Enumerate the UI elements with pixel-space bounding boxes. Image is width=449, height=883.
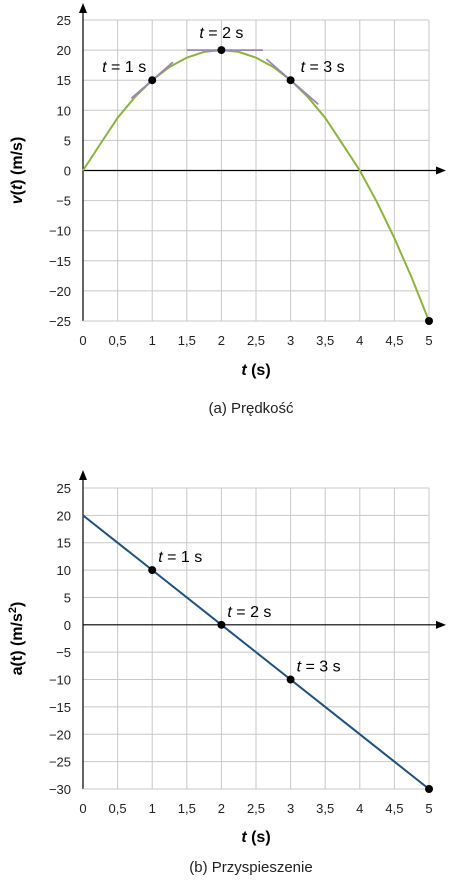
y-axis-arrow bbox=[79, 3, 87, 13]
y-tick-label: −5 bbox=[56, 194, 71, 209]
chart-caption: (a) Prędkość bbox=[208, 400, 294, 417]
x-tick-label: 5 bbox=[425, 333, 432, 348]
y-tick-label: 15 bbox=[57, 536, 71, 551]
y-tick-label: −20 bbox=[49, 284, 71, 299]
y-tick-label: −5 bbox=[56, 645, 71, 660]
data-point bbox=[217, 620, 226, 629]
y-axis-label: v(t) (m/s) bbox=[9, 137, 26, 205]
x-tick-label: 0,5 bbox=[109, 333, 127, 348]
point-annotation: t = 2 s bbox=[199, 25, 243, 42]
x-axis-label-var: t bbox=[241, 829, 247, 846]
y-tick-label: 0 bbox=[64, 618, 71, 633]
y-axis-arrow bbox=[79, 470, 87, 480]
data-point bbox=[148, 566, 157, 575]
point-annotation: t = 1 s bbox=[158, 549, 202, 566]
y-tick-label: −15 bbox=[49, 700, 71, 715]
series-line bbox=[82, 514, 430, 790]
x-axis-arrow bbox=[436, 166, 446, 175]
x-axis-label: t (s) bbox=[241, 829, 270, 846]
y-tick-label: 25 bbox=[57, 13, 71, 28]
y-axis-label-end: ) bbox=[9, 602, 26, 607]
x-tick-label: 4 bbox=[356, 333, 363, 348]
point-annotation-var: t bbox=[102, 59, 107, 76]
point-annotation: t = 2 s bbox=[227, 604, 271, 621]
point-annotation-var: t bbox=[158, 549, 163, 566]
x-axis-label-var: t bbox=[241, 362, 247, 379]
point-annotation-text: = 3 s bbox=[305, 59, 345, 76]
point-annotation-text: = 2 s bbox=[204, 25, 244, 42]
y-axis-label-fn: v bbox=[9, 194, 26, 204]
x-tick-label: 2 bbox=[218, 801, 225, 816]
point-annotation-text: = 3 s bbox=[301, 659, 341, 676]
point-annotation-var: t bbox=[199, 25, 204, 42]
y-axis-label-unit: ) (m/s) bbox=[9, 137, 26, 185]
x-tick-label: 3,5 bbox=[316, 801, 334, 816]
point-annotation-var: t bbox=[227, 604, 232, 621]
y-tick-label: 15 bbox=[57, 73, 71, 88]
x-tick-label: 1 bbox=[149, 801, 156, 816]
y-tick-label: 20 bbox=[57, 43, 71, 58]
x-tick-label: 4 bbox=[356, 801, 363, 816]
y-tick-label: −25 bbox=[49, 314, 71, 329]
y-tick-label: 5 bbox=[64, 133, 71, 148]
x-tick-label: 0,5 bbox=[109, 801, 127, 816]
y-tick-label: 25 bbox=[57, 481, 71, 496]
x-axis-label: t (s) bbox=[241, 362, 270, 379]
data-point bbox=[425, 785, 433, 793]
x-axis-label-unit: (s) bbox=[247, 829, 271, 846]
x-tick-label: 1,5 bbox=[178, 333, 196, 348]
chart-acceleration: 0 0,5 1 1,5 2 2,5 3 3,5 4 4,5 5 −30 −25 −20 −15 −10 −5 0 5… bbox=[7, 470, 446, 876]
x-tick-label: 2,5 bbox=[247, 801, 265, 816]
chart-caption: (b) Przyspieszenie bbox=[189, 859, 312, 876]
x-tick-label: 0 bbox=[79, 333, 86, 348]
y-tick-label: 10 bbox=[57, 563, 71, 578]
point-annotation-text: = 1 s bbox=[107, 59, 147, 76]
point-annotation: t = 3 s bbox=[297, 659, 341, 676]
y-tick-label: −15 bbox=[49, 254, 71, 269]
x-tick-label: 5 bbox=[425, 801, 432, 816]
point-annotation: t = 1 s bbox=[102, 59, 146, 76]
x-tick-label: 3 bbox=[287, 801, 294, 816]
point-annotation-var: t bbox=[297, 659, 302, 676]
x-axis-label-unit: (s) bbox=[247, 362, 271, 379]
y-tick-label: −10 bbox=[49, 673, 71, 688]
point-annotation-text: = 2 s bbox=[232, 604, 272, 621]
y-tick-label: 5 bbox=[64, 590, 71, 605]
y-tick-label: −25 bbox=[49, 755, 71, 770]
x-tick-label: 0 bbox=[79, 801, 86, 816]
data-point bbox=[217, 46, 226, 55]
point-annotation-text: = 1 s bbox=[163, 549, 203, 566]
chart-velocity: 0 0,5 1 1,5 2 2,5 3 3,5 4 4,5 5 −25 −20 −15 −10 −5 0 5 10 1… bbox=[9, 3, 446, 417]
y-axis-label-sup: 2 bbox=[7, 607, 19, 613]
data-point bbox=[286, 675, 295, 684]
data-point bbox=[148, 76, 157, 85]
data-point bbox=[425, 317, 433, 325]
point-annotation: t = 3 s bbox=[301, 59, 345, 76]
y-tick-label: 20 bbox=[57, 508, 71, 523]
y-tick-label: 10 bbox=[57, 103, 71, 118]
y-axis-label: a(t) (m/s2) bbox=[7, 602, 26, 676]
x-axis-arrow bbox=[436, 620, 446, 629]
x-tick-label: 2,5 bbox=[247, 333, 265, 348]
x-tick-label: 2 bbox=[218, 333, 225, 348]
data-point bbox=[286, 76, 295, 85]
x-tick-label: 4,5 bbox=[385, 333, 403, 348]
y-tick-label: −20 bbox=[49, 727, 71, 742]
y-tick-label: −30 bbox=[49, 782, 71, 797]
x-tick-label: 1 bbox=[149, 333, 156, 348]
y-axis-label-var: t bbox=[9, 184, 26, 190]
x-tick-label: 3,5 bbox=[316, 333, 334, 348]
point-annotation-var: t bbox=[301, 59, 306, 76]
series-line bbox=[82, 49, 430, 322]
x-tick-label: 1,5 bbox=[178, 801, 196, 816]
y-tick-label: −10 bbox=[49, 224, 71, 239]
y-axis-label-text: a(t) (m/s bbox=[9, 613, 26, 675]
x-tick-label: 4,5 bbox=[385, 801, 403, 816]
y-tick-label: 0 bbox=[64, 164, 71, 179]
y-axis-label-paren: ( bbox=[9, 189, 26, 195]
x-tick-label: 3 bbox=[287, 333, 294, 348]
